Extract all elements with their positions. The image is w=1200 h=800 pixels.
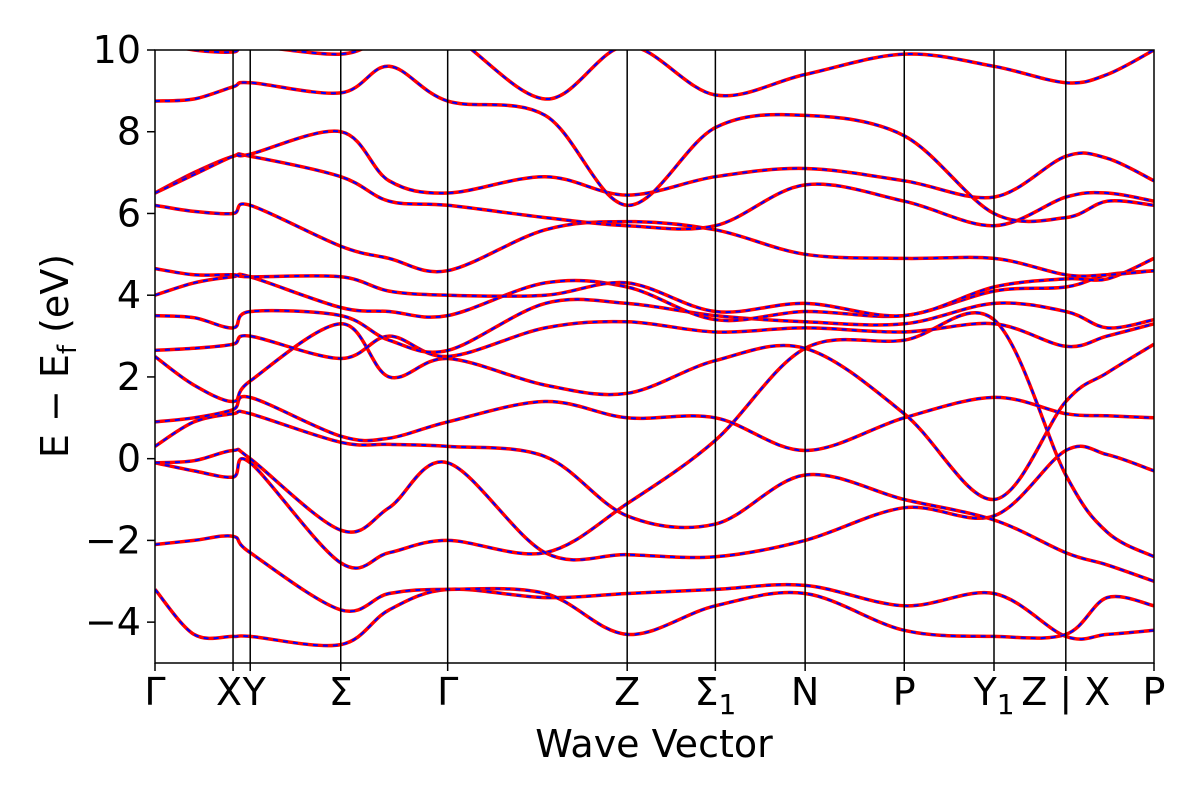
band-16-wannier-line <box>187 50 1154 101</box>
y-axis-label: E − Ef (eV) <box>33 254 83 458</box>
x-tick-label-3: Y <box>242 670 267 714</box>
x-tick-label-7: Σ1 <box>694 670 736 721</box>
y-tick-label-5: 4 <box>117 273 141 317</box>
y-axis-label-subscript: f <box>53 344 83 354</box>
band-6-wannier-line <box>155 395 1154 452</box>
x-tick-label-5: Γ <box>437 670 458 714</box>
y-tick-label-3: 0 <box>117 437 141 481</box>
band-7-wannier-line <box>155 322 1154 501</box>
band-12-wannier-line <box>155 203 1154 278</box>
y-axis-ticks: −4 −2 0 2 4 6 8 10 <box>85 28 155 644</box>
x-tick-label-9: P <box>893 670 916 714</box>
band-14-dft-line <box>155 129 1154 200</box>
band-4-dft-line <box>155 444 1154 562</box>
band-2-dft-line <box>155 534 1154 640</box>
x-axis-label: Wave Vector <box>535 722 773 766</box>
y-tick-label-4: 2 <box>117 355 141 399</box>
y-tick-label-7: 8 <box>117 110 141 154</box>
y-tick-label-2: −2 <box>85 518 141 562</box>
kpoint-divider-lines <box>232 50 1067 663</box>
band-4-wannier-line <box>155 445 1154 561</box>
x-tick-label-2: X <box>216 670 242 714</box>
band-6-dft-line <box>155 394 1154 453</box>
plot-frame <box>154 49 1155 664</box>
x-tick-label-8: N <box>791 670 819 714</box>
band-1-wannier-line <box>155 583 1154 647</box>
x-tick-label-4: Σ <box>329 670 353 714</box>
x-axis-ticks: Γ X Y Σ Γ Z Σ1 N P Y1 Z | X P <box>144 663 1165 721</box>
band-15-dft-line <box>155 64 1154 224</box>
band-8-wannier-line <box>155 320 1154 360</box>
bands-layer <box>155 50 1154 648</box>
y-tick-label-1: −4 <box>85 600 141 644</box>
y-axis-label-main: E − E <box>33 354 77 458</box>
y-tick-label-8: 10 <box>93 28 141 72</box>
x-tick-label-1: Γ <box>144 670 165 714</box>
band-14-wannier-line <box>155 130 1154 199</box>
band-13-wannier-line <box>155 152 1154 231</box>
y-tick-label-6: 6 <box>117 191 141 235</box>
x-tick-label-12: P <box>1143 670 1166 714</box>
x-tick-label-10: Y1 <box>972 670 1014 721</box>
band-12-dft-line <box>155 202 1154 278</box>
band-2-wannier-line <box>155 534 1154 640</box>
y-axis-label-unit: (eV) <box>33 254 77 345</box>
x-tick-label-11: Z | X <box>1021 670 1110 715</box>
band-16-dft-line <box>183 50 1154 101</box>
band-9-wannier-line <box>155 298 1154 354</box>
band-11-wannier-line <box>155 257 1154 317</box>
band-5-wannier-line <box>155 410 1154 583</box>
x-tick-label-6: Z <box>614 670 640 714</box>
